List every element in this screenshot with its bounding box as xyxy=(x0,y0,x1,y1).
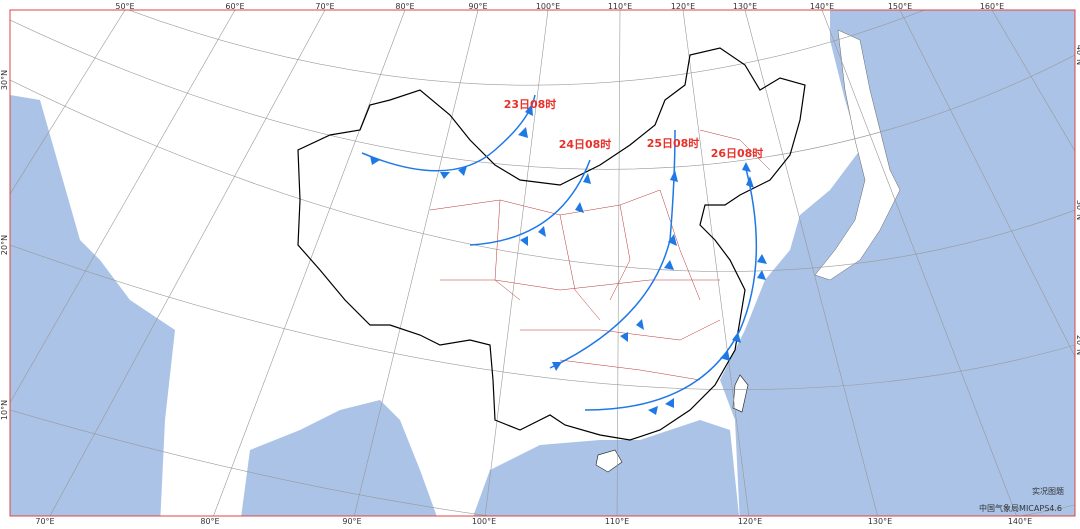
lon-label-bottom: 100°E xyxy=(472,517,496,526)
country-outline xyxy=(297,47,806,441)
map-border xyxy=(9,9,1076,517)
lon-label-bottom: 140°E xyxy=(1008,517,1032,526)
japan xyxy=(814,29,901,281)
taiwan xyxy=(732,374,749,413)
caption: 实况图题 xyxy=(1032,486,1064,496)
front-triangles xyxy=(370,104,767,415)
lat-label-left: 10°N xyxy=(0,400,9,420)
lat-label-right: 40°N xyxy=(1075,45,1080,65)
lat-label-right: 20°N xyxy=(1075,335,1080,355)
lon-label-top: 140°E xyxy=(810,2,834,11)
lon-label-top: 50°E xyxy=(115,2,134,11)
ocean-arabian xyxy=(10,95,175,516)
lon-label-top: 80°E xyxy=(395,2,414,11)
province-borders xyxy=(429,129,771,381)
front-label: 25日08时 xyxy=(647,136,700,150)
lon-label-bottom: 70°E xyxy=(35,517,54,526)
lon-label-top: 90°E xyxy=(468,2,487,11)
lon-label-bottom: 80°E xyxy=(200,517,219,526)
fronts xyxy=(361,94,758,411)
lon-label-top: 70°E xyxy=(315,2,334,11)
ocean-bengal xyxy=(241,400,437,516)
lon-label-bottom: 110°E xyxy=(605,517,629,526)
front-label: 26日08时 xyxy=(711,146,764,160)
lat-label-left: 20°N xyxy=(0,235,9,255)
lat-label-right: 30°N xyxy=(1075,200,1080,220)
lon-label-top: 130°E xyxy=(733,2,757,11)
front-label: 23日08时 xyxy=(504,97,557,111)
lon-label-bottom: 120°E xyxy=(738,517,762,526)
lon-label-top: 120°E xyxy=(671,2,695,11)
hainan xyxy=(595,449,623,473)
lon-label-bottom: 90°E xyxy=(342,517,361,526)
lon-label-top: 100°E xyxy=(536,2,560,11)
lat-label-left: 30°N xyxy=(0,70,9,90)
lon-label-bottom: 130°E xyxy=(868,517,892,526)
lon-label-top: 110°E xyxy=(608,2,632,11)
lon-label-top: 160°E xyxy=(980,2,1004,11)
lon-label-top: 150°E xyxy=(888,2,912,11)
ocean-pacific xyxy=(720,10,1075,516)
lon-label-top: 60°E xyxy=(225,2,244,11)
credit: 中国气象局MICAPS4.6 xyxy=(979,503,1062,513)
front-label: 24日08时 xyxy=(559,137,612,151)
